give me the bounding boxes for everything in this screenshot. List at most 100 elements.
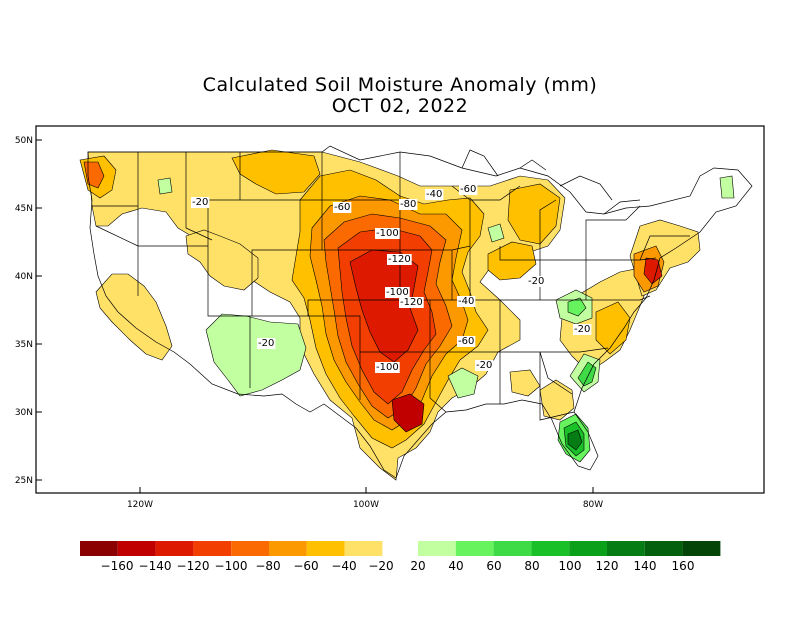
legend-label: 140 — [634, 559, 657, 573]
anomaly-region-florida-wet-core — [567, 429, 583, 451]
anomaly-region-great-lakes — [507, 183, 561, 245]
lat-tick-label: 25N — [15, 476, 33, 486]
anomaly-region-virginia-wet — [567, 297, 587, 317]
legend-label: −160 — [101, 559, 134, 573]
contour-label-bg — [399, 297, 424, 308]
legend-swatch-wet — [493, 541, 532, 556]
legend-label: −120 — [177, 559, 210, 573]
contour-label: -20 — [476, 360, 492, 371]
contour-label: -100 — [386, 287, 409, 298]
legend-label: −140 — [139, 559, 172, 573]
contour-label: -40 — [458, 296, 474, 307]
state-lines — [92, 152, 690, 421]
contour-labels: -20 -60 -40 -60 -80 -100 -120 -100 -120 … — [191, 184, 592, 373]
contour-label: -100 — [376, 362, 399, 373]
color-legend: −160 −140 −120 −100 −80 −60 −40 −20 20 40 60 80 100 1… — [80, 541, 721, 573]
anomaly-region-texas-core — [391, 393, 425, 433]
anomaly-region-colorado — [185, 229, 259, 291]
legend-label: −60 — [293, 559, 318, 573]
legend-swatch-wet — [569, 541, 607, 556]
contour-label-bg — [573, 324, 592, 335]
legend-swatch-wet — [455, 541, 494, 556]
anomaly-region-southeast — [539, 379, 575, 421]
legend-label: 120 — [596, 559, 619, 573]
legend-label: 100 — [559, 559, 582, 573]
anomaly-region-georgia — [509, 369, 541, 397]
contour-label: -120 — [388, 254, 411, 265]
legend-swatch-wet — [418, 541, 456, 556]
legend-label: −20 — [368, 559, 393, 573]
legend-swatch-wet — [607, 541, 645, 556]
anomaly-region-carolinas — [595, 301, 631, 355]
contour-label: -60 — [460, 184, 476, 195]
lon-tick-label: 80W — [583, 500, 603, 510]
contour-label: -80 — [400, 199, 416, 210]
latitude-axis: 50N 45N 40N 35N 30N 25N — [15, 136, 42, 486]
anomaly-region-mississippi-wet — [447, 367, 479, 399]
anomaly-region-nj-red — [643, 257, 663, 285]
contour-label-bg — [387, 254, 412, 265]
legend-label: −80 — [255, 559, 280, 573]
anomaly-region-sc-wet-inner — [577, 361, 597, 387]
contour-label-bg — [527, 276, 546, 287]
legend-swatch-dry — [80, 541, 118, 556]
lat-tick-label: 50N — [15, 136, 33, 146]
contour-label-bg — [257, 338, 276, 349]
contour-label-bg — [375, 228, 400, 239]
legend-swatch-dry — [117, 541, 156, 556]
contour-label-bg — [457, 296, 476, 307]
anomaly-region-maine-wet — [719, 175, 735, 199]
legend-label: −40 — [331, 559, 356, 573]
contour-label-bg — [457, 336, 476, 347]
anomaly-region-california — [95, 273, 173, 361]
longitude-axis: 120W 100W 80W — [127, 487, 603, 510]
anomaly-region-montana-wet — [157, 177, 173, 195]
legend-swatch-dry — [231, 541, 269, 556]
legend-swatch-dry — [306, 541, 345, 556]
map-date: OCT 02, 2022 — [331, 95, 469, 117]
contour-label-bg — [475, 360, 494, 371]
contour-label: -20 — [528, 276, 544, 287]
legend-swatch-dry — [269, 541, 307, 556]
legend-label: 60 — [486, 559, 501, 573]
canada-great-lakes — [461, 149, 641, 215]
contour-label-bg — [425, 189, 444, 200]
map-title: Calculated Soil Moisture Anomaly (mm) — [202, 74, 598, 96]
contour-label-bg — [459, 184, 478, 195]
contour-label-bg — [191, 197, 210, 208]
map-fill-layer — [79, 149, 735, 481]
contour-label: -100 — [376, 228, 399, 239]
contour-label: -40 — [426, 189, 442, 200]
lat-tick-label: 40N — [15, 272, 33, 282]
legend-swatch-dry — [155, 541, 194, 556]
contour-label-bg — [385, 287, 410, 298]
contour-label: -20 — [574, 324, 590, 335]
legend-label: −100 — [215, 559, 248, 573]
legend-swatch-wet — [644, 541, 683, 556]
map-frame — [35, 125, 765, 494]
contour-label-bg — [399, 199, 418, 210]
legend-swatch-wet — [531, 541, 570, 556]
lon-tick-label: 120W — [127, 500, 153, 510]
legend-label: 40 — [448, 559, 463, 573]
legend-label: 160 — [672, 559, 695, 573]
lat-tick-label: 45N — [15, 204, 33, 214]
lat-tick-label: 30N — [15, 408, 33, 418]
lat-tick-label: 35N — [15, 340, 33, 350]
contour-label-bg — [375, 362, 400, 373]
legend-swatch-dry — [193, 541, 232, 556]
contour-label-bg — [333, 202, 352, 213]
legend-label: 20 — [410, 559, 425, 573]
anomaly-region-southwest-wet — [205, 313, 307, 397]
contour-label: -60 — [458, 336, 474, 347]
contour-label: -120 — [400, 297, 423, 308]
contour-label: -60 — [334, 202, 350, 213]
contour-label: -20 — [258, 338, 274, 349]
lon-tick-label: 100W — [353, 500, 379, 510]
anomaly-region-wisconsin-wet — [487, 223, 505, 243]
legend-swatch-wet — [682, 541, 721, 556]
contour-label: -20 — [192, 197, 208, 208]
legend-swatch-dry — [344, 541, 383, 556]
boundaries-layer — [87, 145, 753, 479]
